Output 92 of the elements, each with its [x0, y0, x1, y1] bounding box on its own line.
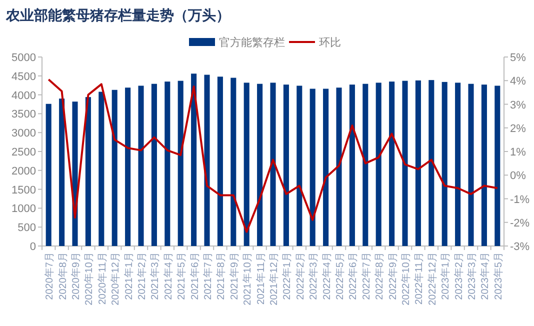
bar: [112, 90, 118, 246]
y-tick-label: 3000: [12, 128, 36, 140]
y-tick-label: 0: [30, 241, 36, 253]
bar: [494, 86, 500, 246]
x-tick-label: 2023年5月: [492, 252, 504, 300]
y2-tick-label: 2%: [510, 122, 526, 135]
y2-tick-label: -1%: [510, 194, 530, 206]
y-tick-label: 4000: [12, 90, 36, 102]
bar: [442, 82, 448, 246]
bar: [191, 74, 197, 246]
x-tick-label: 2021年5月: [176, 252, 188, 300]
y2-tick-label: -2%: [510, 217, 530, 230]
y-tick-label: 2500: [12, 146, 36, 158]
x-tick-label: 2020年12月: [110, 252, 122, 306]
y2-tick-label: 5%: [510, 52, 526, 64]
y2-tick-label: -3%: [510, 241, 530, 253]
bar: [376, 82, 382, 246]
bar: [244, 82, 250, 246]
x-tick-label: 2020年8月: [56, 252, 69, 300]
x-tick-label: 2022年8月: [374, 252, 386, 300]
x-tick-label: 2021年1月: [122, 252, 135, 300]
bar: [415, 80, 421, 246]
bar: [98, 92, 104, 246]
bar: [283, 84, 289, 246]
x-tick-label: 2020年7月: [44, 252, 56, 300]
x-tick-label: 2023年3月: [466, 252, 478, 300]
x-tick-label: 2022年3月: [308, 252, 320, 300]
x-tick-label: 2021年9月: [228, 252, 240, 300]
x-tick-label: 2023年4月: [479, 252, 492, 300]
bar: [59, 98, 65, 246]
bar: [178, 80, 184, 246]
y-tick-label: 5000: [12, 52, 36, 64]
title: 农业部能繁母猪存栏量走势（万头）: [6, 8, 230, 24]
bar: [323, 88, 329, 246]
bar: [349, 84, 355, 246]
x-tick-label: 2020年10月: [83, 252, 96, 306]
y-tick-label: 1000: [12, 203, 36, 216]
x-tick-label: 2022年7月: [360, 252, 372, 300]
bar: [481, 84, 487, 246]
y-tick-label: 4500: [12, 70, 36, 83]
x-tick-label: 2023年2月: [452, 252, 465, 300]
bar: [151, 84, 157, 246]
y-tick-label: 1500: [12, 184, 36, 196]
bar: [138, 86, 144, 246]
bar: [270, 82, 276, 246]
x-tick-label: 2022年11月: [413, 252, 426, 305]
x-tick-label: 2021年6月: [188, 252, 201, 300]
bar: [468, 84, 474, 246]
x-tick-label: 2022年1月: [281, 252, 294, 300]
bar: [217, 76, 223, 246]
x-tick-label: 2022年9月: [386, 252, 399, 300]
y-tick-label: 3500: [12, 108, 36, 121]
x-tick-label: 2022年4月: [320, 252, 333, 300]
bar: [164, 82, 170, 246]
bar: [362, 84, 368, 246]
bar: [230, 78, 236, 246]
bar: [402, 80, 408, 246]
x-tick-label: 2022年6月: [347, 252, 360, 300]
x-tick-label: 2021年7月: [202, 252, 214, 300]
bar: [204, 74, 210, 246]
x-tick-label: 2021年2月: [136, 252, 148, 300]
bar: [389, 82, 395, 246]
bar: [310, 88, 316, 246]
x-tick-label: 2021年8月: [215, 252, 228, 300]
bar: [428, 80, 434, 246]
y2-tick-label: 4%: [510, 76, 526, 88]
x-tick-label: 2020年11月: [96, 252, 108, 305]
x-tick-label: 2020年9月: [70, 252, 82, 300]
x-tick-label: 2022年2月: [294, 252, 306, 300]
bar: [46, 104, 52, 246]
x-tick-label: 2022年5月: [334, 252, 346, 300]
y2-tick-label: 1%: [510, 146, 526, 158]
bar: [296, 86, 302, 246]
bar: [455, 82, 461, 246]
y2-tick-label: 0%: [510, 170, 526, 182]
bar: [257, 84, 263, 246]
y-tick-label: 500: [18, 222, 36, 234]
x-tick-label: 2021年3月: [149, 252, 162, 300]
bar: [85, 97, 91, 246]
x-tick-label: 2021年10月: [242, 252, 254, 306]
x-tick-label: 2021年11月: [254, 252, 267, 305]
y-tick-label: 2000: [12, 165, 36, 178]
bar: [336, 88, 342, 246]
x-tick-label: 2022年10月: [400, 252, 412, 306]
bar: [125, 88, 131, 246]
y2-tick-label: 3%: [510, 99, 526, 112]
x-tick-label: 2021年4月: [162, 252, 174, 300]
legend-label: 官方能繁存栏: [219, 36, 285, 49]
legend-label: 环比: [319, 36, 341, 49]
x-tick-label: 2022年12月: [426, 252, 438, 306]
x-tick-label: 2021年12月: [268, 252, 280, 306]
x-tick-label: 2023年1月: [440, 252, 452, 300]
